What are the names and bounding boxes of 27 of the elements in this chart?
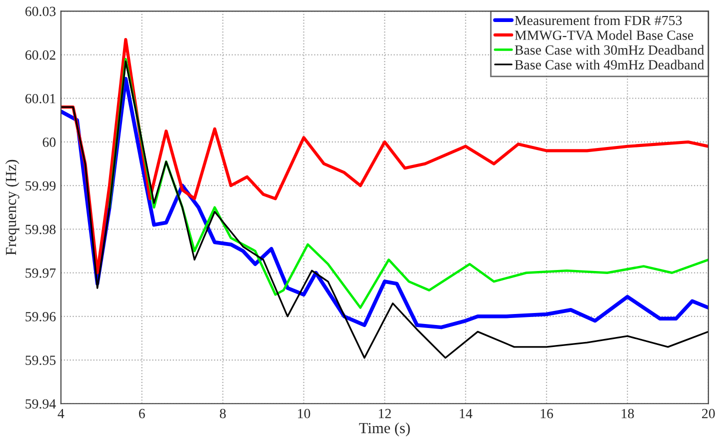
y-tick-label: 59.95: [26, 356, 56, 366]
x-tick-label: 4: [58, 408, 64, 418]
legend-label: Measurement from FDR #753: [514, 15, 682, 26]
line-series: [60, 60, 708, 359]
legend-label: Base Case with 30mHz Deadband: [514, 44, 704, 55]
x-tick-label: 20: [702, 408, 715, 418]
y-tick-label: 59.98: [26, 224, 56, 234]
y-tick-label: 60: [42, 138, 56, 147]
y-tick-label: 59.94: [26, 399, 56, 409]
x-tick-label: 14: [460, 408, 472, 418]
y-tick-label: 60.01: [25, 94, 56, 104]
y-tick-label: 60.03: [25, 6, 56, 16]
y-axis-title: Frequency (Hz): [5, 160, 20, 256]
x-tick-label: 10: [298, 408, 310, 418]
x-tick-label: 6: [139, 408, 145, 418]
legend-label: Base Case with 49mHz Deadband: [514, 60, 704, 70]
x-tick-label: 18: [622, 408, 634, 418]
x-axis-title: Time (s): [359, 422, 410, 436]
y-tick-label: 60.02: [25, 50, 56, 60]
x-tick-label: 8: [220, 408, 226, 418]
x-tick-label: 16: [540, 408, 554, 418]
y-tick-label: 59.97: [26, 268, 56, 278]
legend-label: MMWG-TVA Model Base Case: [514, 30, 694, 40]
line-series: [108, 58, 708, 309]
y-tick-label: 59.96: [26, 312, 56, 322]
y-tick-label: 59.99: [26, 181, 56, 191]
x-tick-label: 12: [378, 408, 391, 418]
